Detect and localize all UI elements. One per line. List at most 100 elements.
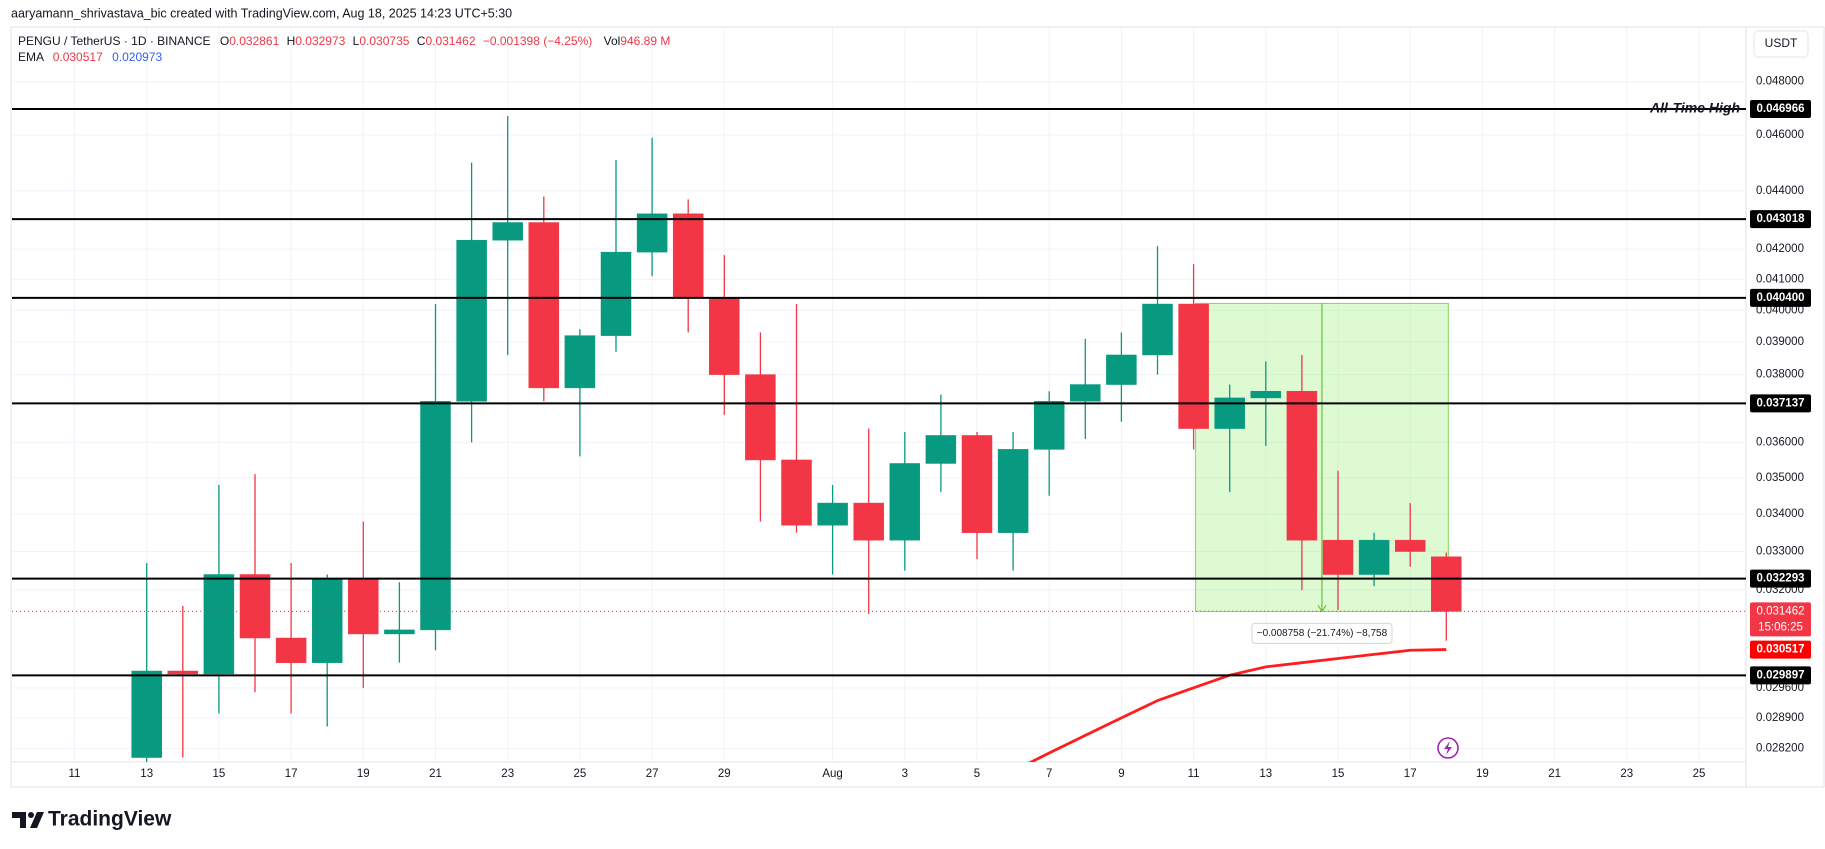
change: −0.001398 (−4.25%) [483,34,592,48]
o-label: O [220,34,229,48]
candle-body [1142,303,1173,356]
y-tick-label: 0.036000 [1756,436,1804,448]
x-tick-label: 25 [574,768,587,780]
currency-label[interactable]: USDT [1765,36,1798,50]
y-tick-label: 0.035000 [1756,472,1804,484]
candle-body [239,574,271,639]
level-label-bg [1750,210,1811,229]
candle-body [167,670,199,675]
candle-body [1358,539,1390,575]
low-value: 0.030735 [359,34,409,48]
level-label-bg [1750,99,1811,118]
logo-dot [28,812,34,818]
y-tick-label: 0.034000 [1756,508,1804,520]
x-tick-label: 9 [1118,768,1124,780]
y-tick-label: 0.040000 [1756,304,1804,316]
y-tick-label: 0.042000 [1756,243,1804,255]
candle-body [1286,390,1318,541]
legend-line: PENGU / TetherUS · 1D · BINANCE O0.03286… [18,34,670,48]
level-label: 0.029897 [1757,669,1805,681]
candle-body [672,213,704,299]
measure-arrow-head [1317,605,1327,613]
level-label: 0.037137 [1757,397,1805,409]
y-tick-label: 0.044000 [1756,185,1804,197]
symbol: PENGU / TetherUS · 1D · BINANCE [18,34,211,48]
candle-body [817,502,848,526]
level-label: 0.032293 [1757,573,1805,585]
ema-legend: EMA 0.030517 0.020973 [18,50,162,64]
alert-icon[interactable] [1437,737,1459,759]
candle-body [600,251,632,336]
x-tick-label: 19 [1476,768,1489,780]
plot [131,116,1462,762]
level-label-bg [1750,666,1811,685]
candle-body [311,578,343,663]
candle-body [997,449,1029,533]
level-annotation: All-Time High [1649,100,1740,116]
x-tick-label: 15 [213,768,226,780]
candle-body [889,463,921,541]
x-tick-label: 17 [285,768,298,780]
candle-body [961,435,993,533]
frame [10,26,1825,788]
c-label: C [417,34,426,48]
last-price-label: 0.031462 [1757,605,1805,617]
level-label: 0.043018 [1757,213,1806,225]
candle-body [781,459,812,526]
vol-value: 946.89 M [620,34,670,48]
x-tick-label: Aug [822,768,842,780]
x-tick-label: 17 [1404,768,1417,780]
candle-body [420,401,451,631]
candle-body [275,637,307,663]
logo-mark [12,812,26,828]
x-tick-label: 23 [501,768,514,780]
level-label: 0.040400 [1757,292,1805,304]
open-value: 0.032861 [229,34,279,48]
brand-logo: TradingView [12,808,172,831]
l-label: L [353,34,360,48]
x-tick-label: 3 [902,768,908,780]
candle-body [1033,401,1065,450]
h-label: H [287,34,296,48]
measure-label: −0.008758 (−21.74%) −8,758 [1257,628,1388,639]
ema2-value: 0.020973 [112,50,162,64]
y-tick-label: 0.028200 [1756,743,1804,755]
ema-label-bg [1750,640,1811,659]
candle-body [456,239,487,402]
level-label-bg [1750,394,1811,413]
currency-button[interactable] [1753,30,1809,58]
candle-body [1394,539,1426,552]
candle-body [1106,354,1137,385]
candle-body [348,578,379,635]
level-label-bg [1750,288,1811,307]
high-value: 0.032973 [295,34,345,48]
brand: TradingView [48,808,172,831]
alert-bolt[interactable] [1444,741,1452,755]
y-tick-label: 0.039000 [1756,336,1804,348]
ema-label: EMA [18,50,44,64]
x-tick-label: 15 [1332,768,1345,780]
candle-body [564,335,596,389]
candle-body [131,670,162,758]
y-tick-label: 0.046000 [1756,129,1804,141]
x-tick-label: 11 [1188,768,1200,780]
x-tick-label: 11 [69,768,81,780]
ema-value: 0.030517 [53,50,103,64]
vol-label: Vol [604,34,621,48]
x-tick-label: 13 [140,768,153,780]
x-tick-label: 27 [646,768,659,780]
close-value: 0.031462 [425,34,475,48]
x-tick-label: 25 [1693,768,1706,780]
x-tick-label: 21 [1548,768,1561,780]
countdown: 15:06:25 [1758,621,1803,633]
level-label: 0.046966 [1757,103,1805,115]
measure-label-bg [1251,622,1393,644]
candle-body [745,374,776,461]
alert-circle[interactable] [1437,737,1459,759]
candle-body [1322,539,1354,575]
x-tick-label: 7 [1046,768,1052,780]
x-tick-label: 29 [718,768,731,780]
y-tick-label: 0.033000 [1756,546,1804,558]
